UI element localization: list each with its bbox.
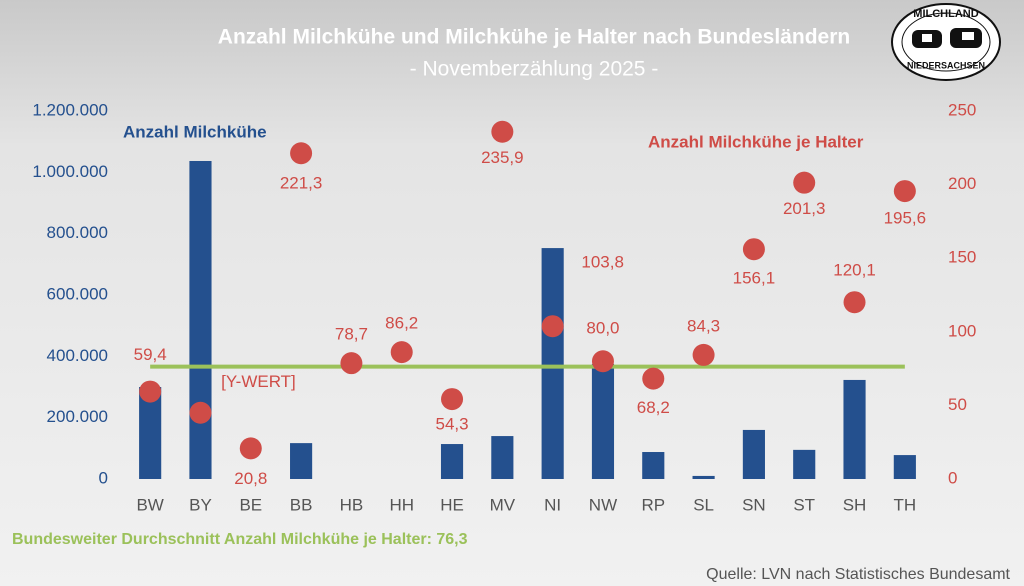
point [491, 120, 514, 143]
value-label: 156,1 [733, 269, 776, 288]
value-label: 103,8 [581, 253, 624, 272]
x-tick-label: SL [693, 495, 714, 514]
point [390, 341, 413, 364]
value-label: 54,3 [435, 415, 468, 434]
bar [692, 475, 715, 479]
x-tick-label: BE [239, 495, 262, 514]
y-tick-label: 200.000 [47, 407, 108, 426]
x-tick-label: NW [589, 495, 617, 514]
bar [491, 436, 514, 479]
y-tick-label: 800.000 [47, 223, 108, 242]
x-tick-label: ST [793, 495, 815, 514]
value-label: 59,4 [134, 345, 167, 364]
value-label: 68,2 [637, 398, 670, 417]
x-tick-label: BY [189, 495, 212, 514]
x-tick-label: HH [389, 495, 414, 514]
y2-tick-label: 50 [948, 395, 967, 414]
x-tick-label: HB [340, 495, 364, 514]
point [591, 350, 614, 373]
bar [541, 248, 564, 479]
bar [893, 455, 916, 479]
point [893, 180, 916, 203]
x-tick-label: MV [490, 495, 516, 514]
value-label: 20,8 [234, 469, 267, 488]
value-label: 120,1 [833, 261, 876, 280]
point [843, 291, 866, 314]
logo-text: MILCHLAND [913, 8, 978, 20]
x-tick-label: HE [440, 495, 464, 514]
bar [139, 387, 162, 479]
point [793, 171, 816, 194]
point [340, 352, 363, 375]
bar [290, 443, 313, 479]
bar [742, 429, 765, 479]
x-tick-label: RP [641, 495, 665, 514]
logo-inner [901, 12, 991, 72]
series-label: Anzahl Milchkühe [123, 122, 267, 141]
y2-tick-label: 100 [948, 321, 976, 340]
point [139, 380, 162, 403]
point [541, 315, 564, 338]
y-tick-label: 1.000.000 [32, 162, 108, 181]
logo-text: NIEDERSACHSEN [907, 60, 985, 70]
logo-cow-spot [922, 34, 932, 42]
x-tick-label: SN [742, 495, 766, 514]
bar [843, 379, 866, 479]
chart-subtitle: - Novemberzählung 2025 - [410, 58, 659, 81]
value-label: 195,6 [884, 209, 927, 228]
value-label: 86,2 [385, 314, 418, 333]
y-tick-label: 0 [99, 468, 108, 487]
y-tick-label: 1.200.000 [32, 100, 108, 119]
y2-tick-label: 200 [948, 174, 976, 193]
point [441, 388, 464, 411]
series-label: Anzahl Milchkühe je Halter [648, 132, 864, 151]
value-label: 235,9 [481, 148, 524, 167]
point [642, 367, 665, 390]
x-tick-label: BB [290, 495, 313, 514]
bar [591, 364, 615, 479]
point [189, 401, 212, 424]
chart-title: Anzahl Milchkühe und Milchkühe je Halter… [218, 26, 850, 49]
bar [440, 444, 464, 479]
value-label: [Y-WERT] [221, 372, 296, 391]
point [290, 142, 313, 165]
x-tick-label: NI [544, 495, 561, 514]
source: Quelle: LVN nach Statistisches Bundesamt [706, 566, 1010, 583]
footnote: Bundesweiter Durchschnitt Anzahl Milchkü… [12, 531, 468, 548]
y-tick-label: 600.000 [47, 284, 108, 303]
value-label: 78,7 [335, 325, 368, 344]
logo-cow-spot [962, 32, 974, 40]
y2-tick-label: 150 [948, 248, 976, 267]
point [239, 437, 262, 460]
value-label: 221,3 [280, 174, 323, 193]
bar [189, 160, 212, 479]
logo: MILCHLAND NIEDERSACHSEN [891, 3, 1001, 81]
point [742, 238, 765, 261]
y2-tick-label: 250 [948, 100, 976, 119]
x-tick-label: SH [843, 495, 867, 514]
logo-ring [891, 3, 1001, 81]
x-tick-label: TH [894, 495, 917, 514]
value-label: 201,3 [783, 199, 826, 218]
x-tick-label: BW [136, 495, 163, 514]
bar [793, 449, 816, 479]
value-label: 84,3 [687, 316, 720, 335]
y2-tick-label: 0 [948, 468, 957, 487]
value-label: 80,0 [586, 319, 619, 338]
point [692, 343, 715, 366]
y-tick-label: 400.000 [47, 346, 108, 365]
bar [642, 452, 665, 479]
